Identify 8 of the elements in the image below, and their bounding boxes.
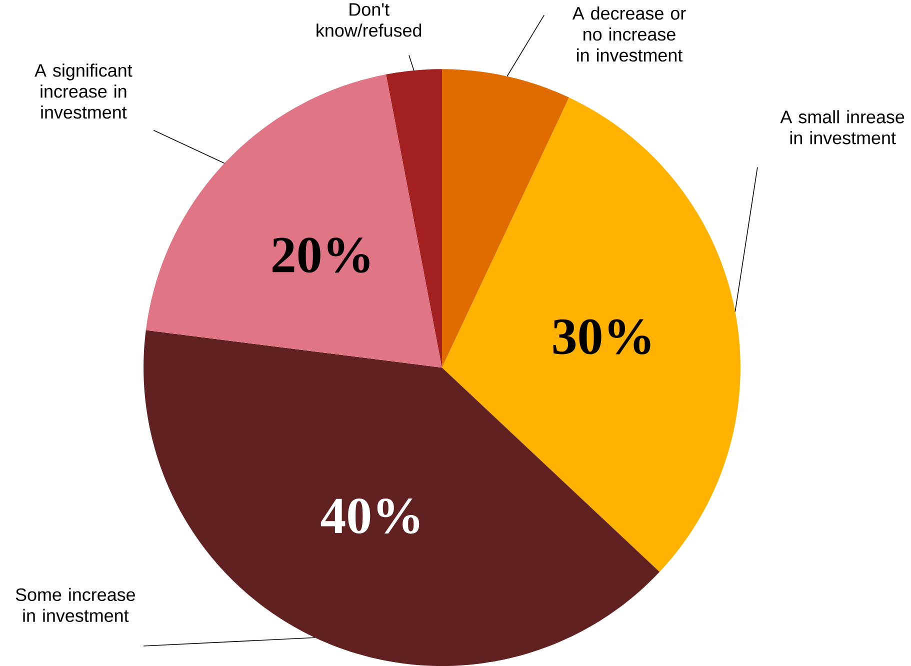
slice-label: Don't know/refused	[316, 3, 422, 37]
data-label: 40%	[320, 498, 420, 534]
slice-label: A small inrease in investment	[780, 110, 904, 144]
slice-label: A decrease or no increase in investment	[572, 6, 686, 62]
slice-label: Some increase in investment	[16, 588, 135, 622]
data-label: 30%	[553, 319, 650, 354]
data-label: 20%	[272, 238, 370, 273]
slice-label: A significant increase in investment	[34, 64, 132, 119]
